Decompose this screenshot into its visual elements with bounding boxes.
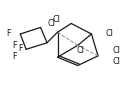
Text: F: F [13,41,17,50]
Text: F: F [18,44,23,53]
Text: Cl: Cl [106,29,114,38]
Text: F: F [7,29,11,38]
Text: Cl: Cl [112,57,120,66]
Text: Cl: Cl [76,46,84,55]
Text: Cl: Cl [47,19,55,28]
Text: F: F [13,52,17,61]
Text: Cl: Cl [53,15,61,24]
Text: Cl: Cl [112,46,120,55]
